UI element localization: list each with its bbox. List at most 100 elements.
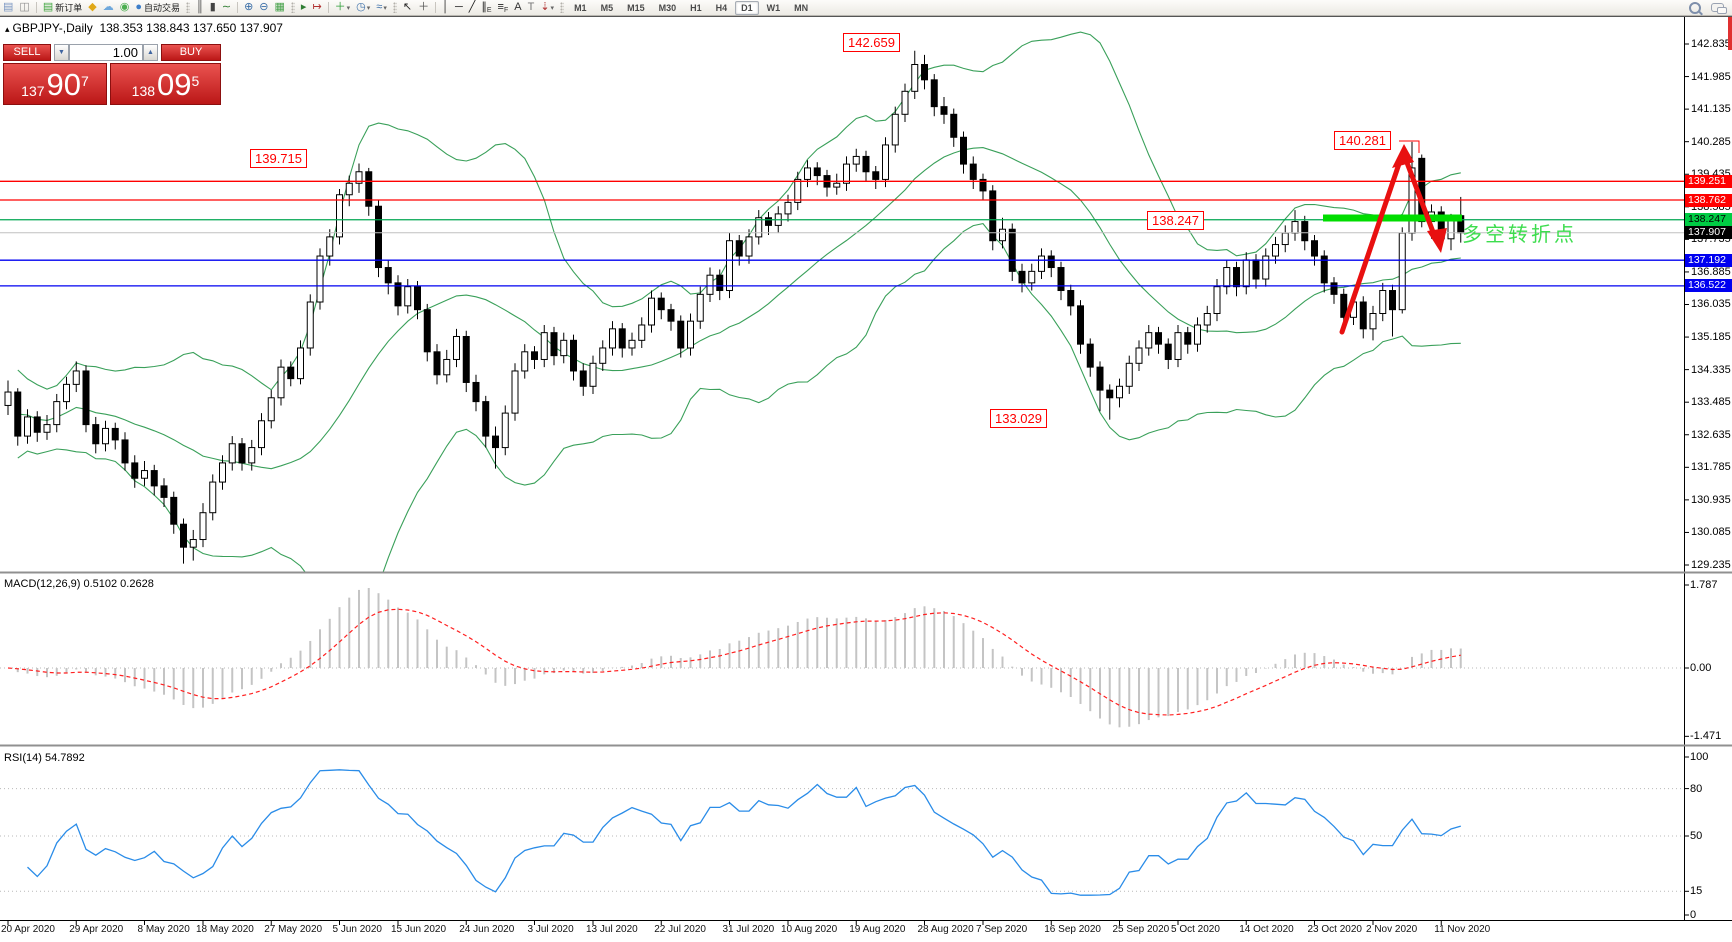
text-icon[interactable]: A (511, 1, 524, 14)
indicators-icon-caret[interactable]: ▾ (346, 4, 351, 12)
market-watch-icon[interactable]: ◆ (85, 1, 99, 14)
templates-icon[interactable]: ≈ ▾ (373, 1, 390, 14)
price-tick: 130.935 (1691, 493, 1731, 506)
new-chart-icon: ▤ (3, 1, 14, 13)
timeframe-mn[interactable]: MN (794, 2, 809, 13)
arrows-icon-caret[interactable]: ▾ (550, 4, 555, 12)
candle (735, 240, 743, 257)
profile-charts-icon[interactable]: ◫ (16, 1, 32, 14)
fibonacci-icon[interactable]: ≡ F (495, 1, 512, 14)
date-tick-label: 29 Apr 2020 (69, 924, 124, 935)
rsi-line (27, 769, 1461, 896)
sell-button[interactable]: SELL (3, 44, 51, 61)
trend-arrow-down[interactable] (1403, 157, 1439, 243)
zoom-out-icon: ⊖ (259, 1, 269, 13)
horizontal-line-icon[interactable]: ─ (452, 1, 466, 14)
chat-icon[interactable] (1711, 3, 1727, 14)
autotrading-icon-label: 自动交易 (143, 3, 180, 13)
price-callout[interactable]: 138.247 (1147, 211, 1204, 230)
chart-shift-icon[interactable]: ↦ (309, 1, 324, 14)
volume-up-button[interactable]: ▲ (143, 44, 158, 61)
cursor-icon[interactable]: ↖ (400, 1, 415, 14)
candle (872, 171, 880, 180)
line-chart-icon[interactable]: ∼ (219, 1, 234, 14)
candle (258, 420, 265, 449)
price-callout[interactable]: 139.715 (250, 149, 307, 168)
volume-input[interactable]: 1.00 (69, 44, 143, 61)
candle (882, 144, 889, 180)
mql5-community-icon[interactable]: ☁ (100, 1, 117, 14)
expand-icon[interactable]: ▴ (5, 24, 10, 34)
price-tick: 131.785 (1691, 461, 1731, 474)
auto-scroll-icon[interactable]: ▸ (298, 1, 310, 14)
sell-price-button[interactable]: 137 90 7 (3, 63, 107, 105)
date-tick-label: 27 May 2020 (264, 924, 323, 935)
templates-icon-caret[interactable]: ▾ (383, 4, 387, 12)
candle (160, 485, 168, 498)
candle (1155, 332, 1162, 345)
text-label-icon[interactable]: T (525, 1, 538, 14)
indicators-icon[interactable]: ＋ ▾ (332, 1, 354, 14)
timeframe-w1[interactable]: W1 (766, 2, 781, 13)
trend-arrow-up-head (1392, 144, 1414, 168)
candle (355, 171, 363, 184)
zoom-in-icon[interactable]: ⊕ (241, 1, 256, 14)
equidistant-channel-icon[interactable]: ∥ E (478, 1, 494, 14)
tile-windows-icon[interactable]: ▦ (272, 1, 288, 14)
date-tick-label: 13 Jul 2020 (586, 924, 638, 935)
volume-down-button[interactable]: ▼ (54, 44, 69, 61)
periods-icon[interactable]: ◷ ▾ (353, 1, 373, 14)
price-callout[interactable]: 133.029 (990, 409, 1047, 428)
search-icon[interactable] (1689, 1, 1701, 14)
timeframe-h1[interactable]: H1 (690, 2, 702, 13)
sell-price-main: 90 (46, 67, 82, 102)
price-level-badge: 138.247 (1685, 213, 1732, 227)
fibonacci-icon-sub: F (503, 7, 509, 14)
signals-icon[interactable]: ◉ (117, 1, 133, 14)
vertical-line-icon[interactable]: │ (439, 1, 452, 14)
toolbar-drag-handle[interactable] (290, 2, 295, 13)
new-chart-icon[interactable]: ▤ (0, 1, 16, 14)
candlestick-chart-icon[interactable]: ▮ (207, 1, 219, 14)
periods-icon-caret[interactable]: ▾ (366, 4, 371, 12)
date-tick-label: 14 Oct 2020 (1239, 924, 1294, 935)
toolbar-separator (237, 2, 239, 13)
market-watch-icon: ◆ (88, 1, 97, 13)
timeframe-d1[interactable]: D1 (735, 0, 759, 15)
timeframe-m5[interactable]: M5 (600, 2, 614, 13)
buy-price-button[interactable]: 138 09 5 (110, 63, 221, 105)
templates-icon: ≈ (376, 1, 383, 13)
toolbar-drag-handle[interactable] (185, 2, 190, 13)
price-callout[interactable]: 140.281 (1334, 131, 1391, 150)
drawn-objects[interactable] (1323, 140, 1462, 335)
autotrading-icon[interactable]: ● 自动交易 (132, 1, 183, 14)
timeframe-m1[interactable]: M1 (574, 2, 587, 13)
candle (1184, 332, 1192, 345)
arrows-icon[interactable]: ⇣ ▾ (537, 1, 557, 14)
price-callout[interactable]: 142.659 (843, 33, 900, 52)
timeframe-m15[interactable]: M15 (627, 2, 645, 13)
vertical-line-icon: │ (442, 1, 449, 13)
new-order-icon[interactable]: ▤ 新订单 (40, 1, 85, 14)
buy-button[interactable]: BUY (161, 44, 221, 61)
zoom-out-icon[interactable]: ⊖ (256, 1, 271, 14)
candle (1125, 362, 1133, 387)
trend-arrow-up[interactable] (1339, 149, 1406, 335)
candle (1135, 347, 1143, 364)
trendline-icon[interactable]: ╱ (466, 1, 479, 14)
bar-chart-icon[interactable]: ║ (193, 1, 207, 14)
toolbar-drag-handle[interactable] (560, 2, 565, 13)
crosshair-icon[interactable]: ＋ (415, 1, 432, 14)
scroll-marker[interactable] (1728, 17, 1732, 50)
timeframe-m30[interactable]: M30 (658, 2, 677, 13)
annotation-text[interactable]: 多空转折点 (1462, 224, 1577, 246)
price-tick: 129.235 (1691, 558, 1731, 571)
candle (131, 462, 139, 479)
timeframe-h4[interactable]: H4 (715, 2, 728, 13)
candle (219, 462, 226, 483)
candle (1047, 255, 1055, 269)
toolbar-drag-handle[interactable] (392, 2, 397, 13)
candle (43, 424, 51, 433)
candle (1330, 282, 1338, 295)
